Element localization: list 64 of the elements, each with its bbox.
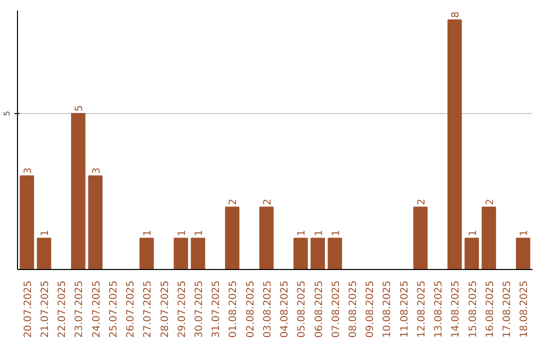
data-label: 1 [142, 230, 154, 236]
x-tick-label: 08.08.2025 [348, 280, 359, 338]
x-tick-label: 24.07.2025 [91, 280, 102, 338]
bar [482, 206, 496, 270]
data-label: 2 [416, 198, 428, 206]
bar [259, 206, 274, 270]
data-label: 1 [296, 230, 308, 236]
data-label: 1 [40, 230, 52, 236]
x-tick-label: 27.07.2025 [142, 280, 154, 338]
bar [88, 175, 103, 270]
x-tick-label: 16.08.2025 [484, 280, 496, 338]
bar [464, 238, 479, 270]
data-label: 2 [228, 198, 240, 206]
data-label: 1 [330, 230, 342, 236]
data-label: 2 [262, 198, 274, 206]
bar [293, 238, 308, 270]
x-tick-label: 25.07.2025 [108, 280, 120, 338]
bar [447, 19, 462, 270]
x-tick-label: 22.07.2025 [57, 280, 68, 338]
x-tick-label: 06.08.2025 [314, 280, 325, 338]
data-label: 1 [314, 230, 325, 236]
x-tick-label: 13.08.2025 [434, 280, 445, 338]
x-tick-label: 03.08.2025 [262, 280, 274, 338]
data-label: 3 [22, 168, 34, 174]
bar [190, 238, 206, 270]
bar [36, 238, 52, 270]
x-tick-label: 02.08.2025 [245, 280, 256, 338]
bar [413, 206, 428, 270]
x-tick-label: 30.07.2025 [194, 280, 206, 338]
bar [225, 206, 240, 270]
data-label: 1 [194, 230, 206, 236]
x-tick-label: 17.08.2025 [502, 280, 513, 338]
data-label: 5 [74, 105, 86, 112]
x-tick-label: 05.08.2025 [296, 280, 308, 338]
x-tick-label: 31.07.2025 [211, 280, 222, 338]
x-tick-label: 12.08.2025 [416, 280, 428, 338]
bar [20, 175, 34, 270]
bar [174, 238, 188, 270]
x-tick-label: 20.07.2025 [22, 280, 34, 338]
x-tick-label: 26.07.2025 [126, 280, 137, 338]
x-tick-label: 18.08.2025 [519, 280, 530, 338]
data-label: 2 [484, 198, 496, 206]
bar [71, 112, 86, 270]
bar [140, 238, 154, 270]
data-label: 1 [519, 230, 530, 236]
x-tick-label: 29.07.2025 [176, 280, 188, 338]
data-label: 1 [468, 230, 479, 236]
x-tick-label: 14.08.2025 [450, 280, 462, 338]
x-tick-label: 04.08.2025 [280, 280, 291, 338]
x-tick-label: 07.08.2025 [330, 280, 342, 338]
x-tick-label: 23.07.2025 [74, 280, 86, 338]
x-tick-label: 01.08.2025 [228, 280, 240, 338]
x-tick-label: 10.08.2025 [382, 280, 394, 338]
x-tick-label: 11.08.2025 [399, 280, 410, 338]
data-label: 1 [176, 230, 188, 236]
bar [516, 238, 530, 270]
x-tick-label: 21.07.2025 [40, 280, 52, 338]
x-tick-label: 28.07.2025 [160, 280, 171, 338]
data-label: 8 [450, 11, 462, 18]
x-tick-label: 15.08.2025 [468, 280, 479, 338]
x-tick-label: 09.08.2025 [365, 280, 376, 338]
bar [328, 238, 342, 270]
bar [310, 238, 325, 270]
data-label: 3 [91, 168, 102, 174]
